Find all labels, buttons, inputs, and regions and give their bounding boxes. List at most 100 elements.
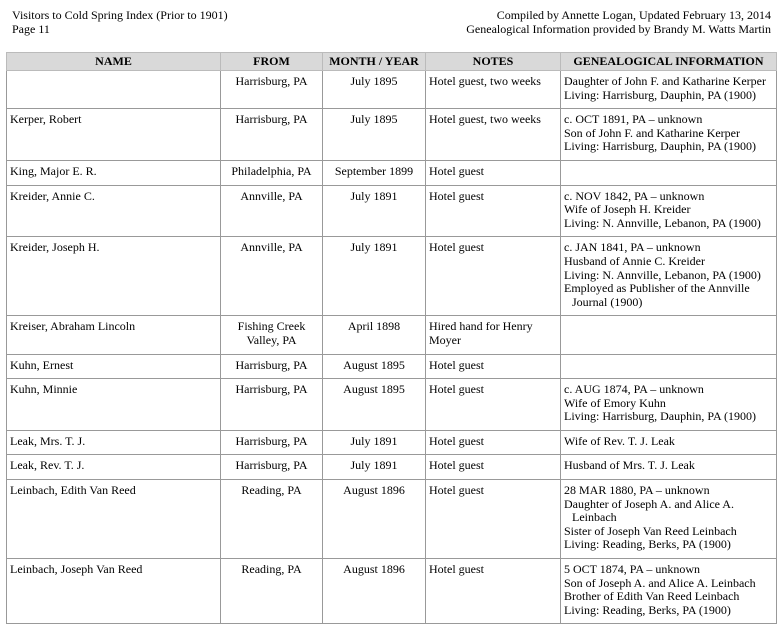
cell-line: Living: Reading, Berks, PA (1900): [564, 537, 731, 552]
table-cell: July 1891: [322, 429, 426, 456]
column-header: GENEALOGICAL INFORMATION: [560, 52, 777, 71]
cell-line: Hotel guest: [429, 382, 484, 397]
doc-title: Visitors to Cold Spring Index (Prior to …: [12, 8, 228, 22]
provided-by: Genealogical Information provided by Bra…: [466, 22, 771, 36]
cell-line: Hotel guest, two weeks: [429, 74, 541, 88]
cell-line: Living: N. Annville, Lebanon, PA (1900): [564, 267, 761, 282]
cell-line: Annville, PA: [240, 188, 303, 203]
cell-line: July 1891: [350, 188, 398, 203]
table-cell: Philadelphia, PA: [220, 159, 323, 186]
cell-line: Daughter of John F. and Katharine Kerper: [564, 74, 766, 88]
table-row: Kerper, Robert Harrisburg, PA July 1895 Hot…: [6, 108, 777, 161]
header-row: NAME FROM MONTH / YEAR NOTES GENEALOGICAL IN…: [6, 52, 777, 71]
table-cell: September 1899: [322, 159, 426, 186]
cell-line: Leinbach: [572, 510, 617, 525]
table-cell: Husband of Mrs. T. J. Leak: [560, 454, 777, 481]
cell-line: Hotel guest, two weeks: [429, 112, 541, 127]
cell-line: Brother of Edith Van Reed Leinbach: [564, 589, 740, 604]
table-cell: July 1895: [322, 108, 426, 161]
cell-line: Son of Joseph A. and Alice A. Leinbach: [564, 575, 756, 590]
table-cell: c. OCT 1891, PA – unknown Son of John F. …: [560, 108, 777, 161]
table-cell: [560, 315, 777, 355]
cell-line: August 1895: [343, 382, 405, 397]
table-cell: Harrisburg, PA: [220, 378, 323, 431]
cell-line: April 1898: [347, 319, 401, 334]
table-cell: Daughter of John F. and Katharine Kerper…: [560, 69, 777, 110]
table-row: Kuhn, Ernest Harrisburg, PA August 1895 Hot…: [6, 353, 777, 380]
table-cell: [560, 353, 777, 380]
cell-line: Hotel guest: [429, 357, 484, 372]
cell-line: 5 OCT 1874, PA – unknown: [564, 562, 701, 577]
cell-line: Husband of Annie C. Kreider: [564, 253, 705, 268]
cell-line: 28 MAR 1880, PA – unknown: [564, 483, 710, 498]
table-cell: Hotel guest: [425, 558, 561, 624]
cell-line: Harrisburg, PA: [235, 382, 308, 397]
cell-line: Hotel guest: [429, 483, 484, 498]
cell-line: King, Major E. R.: [10, 163, 97, 178]
table-cell: c. NOV 1842, PA – unknown Wife of Joseph …: [560, 184, 777, 238]
table-cell: Hotel guest: [425, 236, 561, 317]
table-row: Kreider, Annie C. Annville, PA July 1891 Ho…: [6, 184, 777, 238]
cell-line: Leinbach, Edith Van Reed: [10, 483, 136, 498]
table-row: Harrisburg, PA July 1895 Hotel guest, two …: [6, 69, 777, 110]
cell-line: Hotel guest: [429, 562, 484, 577]
table-cell: Kuhn, Ernest: [6, 353, 221, 380]
column-header: MONTH / YEAR: [322, 52, 426, 71]
page-number: Page 11: [12, 22, 50, 36]
cell-line: Sister of Joseph Van Reed Leinbach: [564, 523, 737, 538]
column-header: NOTES: [425, 52, 561, 71]
cell-line: c. AUG 1874, PA – unknown: [564, 382, 704, 397]
table-cell: c. JAN 1841, PA – unknown Husband of Anni…: [560, 236, 777, 317]
table-row: Leak, Rev. T. J. Harrisburg, PA July 1891 H…: [6, 454, 777, 481]
cell-line: Reading, PA: [241, 562, 302, 577]
cell-line: Daughter of Joseph A. and Alice A.: [564, 496, 734, 511]
cell-line: Wife of Emory Kuhn: [564, 395, 666, 410]
cell-line: Harrisburg, PA: [235, 458, 308, 473]
cell-line: Leak, Rev. T. J.: [10, 458, 85, 473]
table-cell: King, Major E. R.: [6, 159, 221, 186]
cell-line: Son of John F. and Katharine Kerper: [564, 125, 740, 140]
table-cell: August 1896: [322, 479, 426, 560]
table-cell: Hotel guest: [425, 378, 561, 431]
table-cell: Leinbach, Joseph Van Reed: [6, 558, 221, 624]
table-row: Leak, Mrs. T. J. Harrisburg, PA July 1891 H…: [6, 429, 777, 456]
table-cell: Hired hand for Henry Moyer: [425, 315, 561, 355]
table-cell: Harrisburg, PA: [220, 353, 323, 380]
table-cell: 28 MAR 1880, PA – unknown Daughter of Jos…: [560, 479, 777, 560]
table-cell: Annville, PA: [220, 236, 323, 317]
table-cell: April 1898: [322, 315, 426, 355]
cell-line: Hotel guest: [429, 188, 484, 203]
table-cell: Annville, PA: [220, 184, 323, 238]
table-cell: 5 OCT 1874, PA – unknown Son of Joseph A.…: [560, 558, 777, 624]
table-cell: July 1891: [322, 454, 426, 481]
cell-line: Moyer: [429, 332, 461, 347]
column-header: FROM: [220, 52, 323, 71]
cell-line: Kerper, Robert: [10, 112, 82, 127]
cell-line: Journal (1900): [572, 294, 643, 309]
cell-line: Kreider, Annie C.: [10, 188, 95, 203]
cell-line: Philadelphia, PA: [231, 163, 312, 178]
table-cell: Hotel guest, two weeks: [425, 108, 561, 161]
cell-line: Living: Reading, Berks, PA (1900): [564, 602, 731, 617]
table-row: Leinbach, Joseph Van Reed Reading, PA Augu…: [6, 558, 777, 624]
table-row: Leinbach, Edith Van Reed Reading, PA Augus…: [6, 479, 777, 560]
table-cell: Hotel guest: [425, 429, 561, 456]
cell-line: c. NOV 1842, PA – unknown: [564, 188, 705, 203]
cell-line: Harrisburg, PA: [235, 433, 308, 448]
table-cell: Hotel guest: [425, 353, 561, 380]
table-cell: Leinbach, Edith Van Reed: [6, 479, 221, 560]
cell-line: August 1895: [343, 357, 405, 372]
cell-line: July 1891: [350, 458, 398, 473]
cell-line: Living: N. Annville, Lebanon, PA (1900): [564, 215, 761, 230]
cell-line: Hotel guest: [429, 458, 484, 473]
cell-line: Reading, PA: [241, 483, 302, 498]
table-cell: Wife of Rev. T. J. Leak: [560, 429, 777, 456]
table-cell: July 1891: [322, 236, 426, 317]
table-cell: Hotel guest: [425, 184, 561, 238]
cell-line: August 1896: [343, 483, 405, 498]
column-header: NAME: [6, 52, 221, 71]
cell-line: Husband of Mrs. T. J. Leak: [564, 458, 695, 473]
table-cell: July 1891: [322, 184, 426, 238]
table-cell: Hotel guest, two weeks: [425, 69, 561, 110]
cell-line: Fishing Creek: [237, 319, 306, 334]
